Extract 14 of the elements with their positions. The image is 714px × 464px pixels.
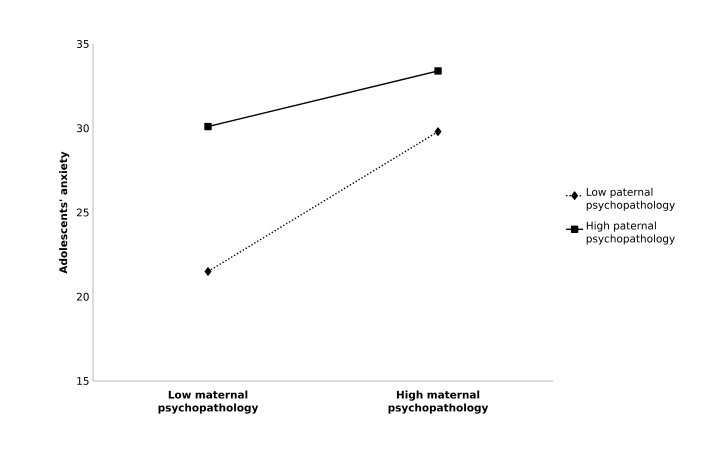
x-tick-label: Low maternal psychopathology (158, 390, 258, 414)
y-axis-title: Adolescents' anxiety (59, 152, 70, 274)
y-tick-label: 35 (76, 40, 89, 48)
y-tick-label: 20 (76, 292, 89, 301)
y-tick-label: 15 (77, 377, 89, 385)
x-tick-label: High maternal psychopathology (388, 390, 488, 414)
y-tick-label: 25 (76, 208, 89, 216)
legend-label: Low paternal psychopathology (586, 188, 675, 211)
point (434, 67, 442, 75)
y-tick-label: 30 (76, 124, 89, 132)
point (204, 122, 212, 130)
point (204, 267, 212, 276)
legend-label: High paternal psychopathology (586, 221, 675, 245)
point (434, 127, 442, 136)
